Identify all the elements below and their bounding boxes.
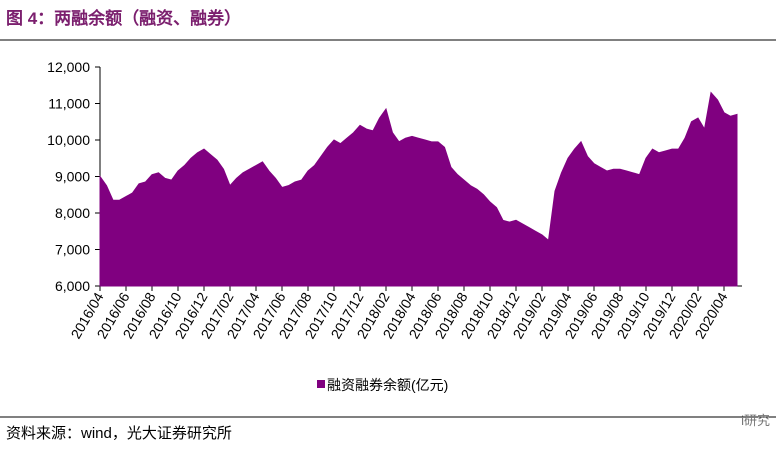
y-tick-label: 7,000	[55, 242, 90, 258]
y-tick-label: 11,000	[48, 96, 90, 112]
y-tick-label: 8,000	[55, 205, 90, 221]
legend-swatch	[317, 380, 325, 388]
area	[99, 91, 738, 287]
y-tick-label: 12,000	[47, 59, 90, 75]
y-tick-label: 10,000	[47, 132, 90, 148]
chart-title: 图 4：两融余额（融资、融券）	[6, 8, 241, 28]
source: 资料来源：wind，光大证券研究所	[6, 425, 232, 442]
watermark: i研究	[741, 413, 770, 428]
y-tick-label: 6,000	[55, 278, 90, 294]
legend-label: 融资融券余额(亿元)	[327, 377, 448, 393]
y-tick-label: 9,000	[55, 169, 90, 185]
